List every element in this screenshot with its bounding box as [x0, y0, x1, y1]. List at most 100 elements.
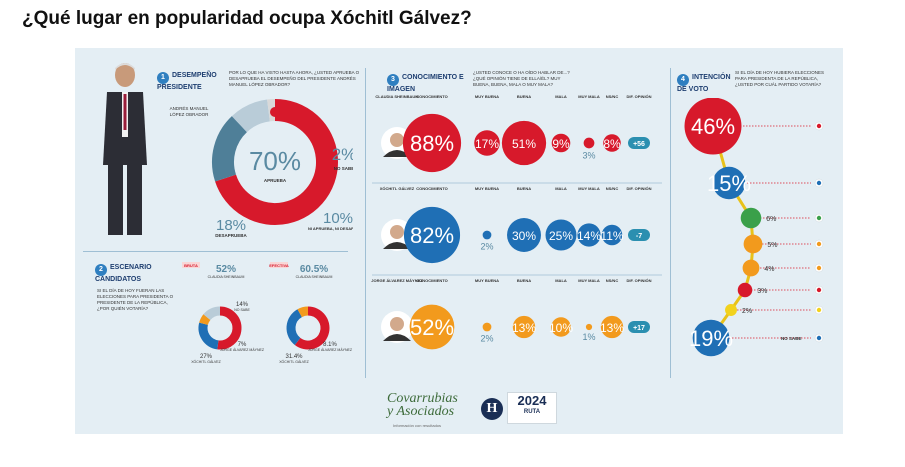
approval-slice-0 [215, 99, 338, 225]
bubble-label-0-2: 51% [512, 137, 536, 151]
diff-value-2: +17 [633, 325, 645, 332]
party-logo-mark-2 [816, 215, 822, 221]
approval-label: APRUEBA [264, 178, 287, 183]
bubble-label-0-3: 9% [552, 137, 570, 151]
party-logo-mark-0 [816, 123, 822, 129]
diff-badge-1 [628, 229, 650, 241]
scenario-0-slice-1 [198, 322, 219, 350]
scenario-1-slice-2 [297, 306, 309, 318]
scenario-j-label-0: JORGE ÁLVAREZ MÁYNEZ [220, 348, 265, 352]
scenario-tag-1: EFECTIVA [269, 263, 289, 268]
bubble-2-2 [512, 315, 536, 339]
vote-bubble-0 [684, 98, 742, 155]
approval-icon [270, 107, 280, 117]
image-bubble-chart: CONOCIMIENTO MUY BUENA BUENA MALA MUY MALA NS… [371, 94, 662, 350]
divider [83, 251, 348, 252]
vote-value-0: 46% [691, 114, 735, 139]
no-sabe-label: NO SABE [334, 166, 353, 171]
scenario-headline-0: 52% [216, 264, 236, 275]
scenario-x-label-0: XÓCHITL GÁLVEZ [191, 359, 221, 364]
scenario-j-label-1: JORGE ÁLVAREZ MÁYNEZ [308, 348, 353, 352]
bubble-2-1 [482, 322, 492, 332]
vote-bubble-1 [712, 166, 746, 200]
section-1-title: DESEMPEÑO PRESIDENTE [157, 72, 217, 91]
bubble-label-2-1: 2% [480, 333, 493, 343]
scenario-x-label-1: XÓCHITL GÁLVEZ [279, 359, 309, 364]
bubble-label-1-2: 30% [512, 229, 536, 243]
covarrubias-logo: Covarrubias y Asociados [387, 391, 467, 419]
col-header-2-5: NS/NC [606, 278, 619, 283]
bubble-0-0 [402, 113, 462, 173]
page-title: ¿Qué lugar en popularidad ocupa Xóchitl … [22, 8, 472, 29]
col-header-0-6: DIF. OPINIÓN [626, 94, 651, 99]
party-logo-mark-1 [816, 180, 822, 186]
bubble-label-0-4: 3% [582, 150, 595, 160]
scenario-0-slice-0 [217, 306, 242, 350]
scenario-x-value-1: 31.4% [285, 354, 303, 360]
section-3-title: CONOCIMIENTO E IMAGEN [387, 74, 464, 93]
section-4-question: SI EL DÍA DE HOY HUBIERA ELECCIONES PARA… [735, 70, 825, 87]
bubble-2-4 [585, 323, 593, 331]
col-header-2-0: CONOCIMIENTO [416, 278, 447, 283]
col-header-2-4: MUY MALA [578, 278, 600, 283]
no-sabe-value: 2% [332, 145, 353, 164]
divider [670, 68, 671, 378]
vote-value-6: 2% [742, 308, 752, 315]
party-logo-mark-3 [816, 241, 822, 247]
section-2-heading: 2 ESCENARIO CANDIDATOS [95, 264, 165, 284]
vote-value-3: 5% [767, 242, 777, 249]
desaprueba-value: 18% [216, 217, 246, 234]
vote-no-sabe-label: NO SABE [781, 336, 802, 341]
bubble-2-3 [551, 317, 571, 337]
party-logo-mark-5 [816, 287, 822, 293]
col-header-1-0: CONOCIMIENTO [416, 186, 447, 191]
section-4-title: INTENCIÓN DE VOTO [677, 74, 731, 93]
section-4-number: 4 [677, 74, 689, 86]
approval-slice-2 [231, 99, 271, 133]
scenario-0-slice-2 [199, 314, 211, 326]
scenario-j-value-1: 8.1% [323, 342, 337, 348]
covarrubias-logo-text: Covarrubias y Asociados [387, 391, 458, 419]
section-4-heading: 4 INTENCIÓN DE VOTO [677, 74, 737, 94]
bubble-label-2-4: 1% [582, 332, 595, 342]
bubble-1-5 [601, 224, 623, 246]
bubble-1-1 [482, 230, 492, 240]
vote-value-1: 15% [707, 171, 751, 196]
col-header-2-1: MUY BUENA [475, 278, 499, 283]
vote-value-7: 19% [689, 326, 733, 351]
bubble-label-2-0: 52% [410, 315, 454, 340]
candidate-name-2: JORGE ÁLVAREZ MÁYNEZ [371, 278, 423, 283]
section-2-number: 2 [95, 264, 107, 276]
col-header-1-1: MUY BUENA [475, 186, 499, 191]
scenario-headline-label-0: CLAUDIA SHEINBAUM [208, 275, 245, 279]
party-logo-mark-7 [816, 335, 822, 341]
vote-bubble-7 [692, 319, 730, 357]
scenario-tag-0: BRUTA [184, 263, 198, 268]
col-header-0-3: MALA [555, 94, 567, 99]
bubble-label-1-1: 2% [480, 241, 493, 251]
scenario-headline-1: 60.5% [300, 264, 328, 275]
approval-slice-1 [212, 116, 248, 182]
scenario-1-slice-1 [286, 309, 303, 345]
diff-value-1: -7 [636, 233, 642, 240]
bubble-label-2-3: 10% [549, 321, 573, 335]
approval-value: 70% [249, 146, 301, 176]
vote-bubble-3 [743, 234, 763, 254]
vote-value-5: 3% [757, 288, 767, 295]
vote-bubble-5 [737, 282, 753, 298]
neutral-label: NI APRUEBA, NI DESAPRUEBA [308, 226, 353, 231]
col-header-0-0: CONOCIMIENTO [416, 94, 447, 99]
section-1-question: POR LO QUE HA VISTO HASTA AHORA, ¿USTED … [229, 70, 360, 87]
infographic-panel: 1 DESEMPEÑO PRESIDENTE POR LO QUE HA VIST… [75, 48, 843, 434]
vote-bubble-2 [740, 207, 762, 229]
col-header-1-5: NS/NC [606, 186, 619, 191]
candidate-body-1 [383, 242, 411, 249]
col-header-2-3: MALA [555, 278, 567, 283]
section-2-question: SI EL DÍA DE HOY FUERAN LAS ELECCIONES P… [97, 288, 174, 311]
col-header-0-2: BUENA [517, 94, 531, 99]
vote-bubble-4 [742, 259, 760, 277]
col-header-0-5: NS/NC [606, 94, 619, 99]
bubble-label-2-5: 13% [600, 321, 624, 335]
bubble-label-0-1: 17% [475, 137, 499, 151]
